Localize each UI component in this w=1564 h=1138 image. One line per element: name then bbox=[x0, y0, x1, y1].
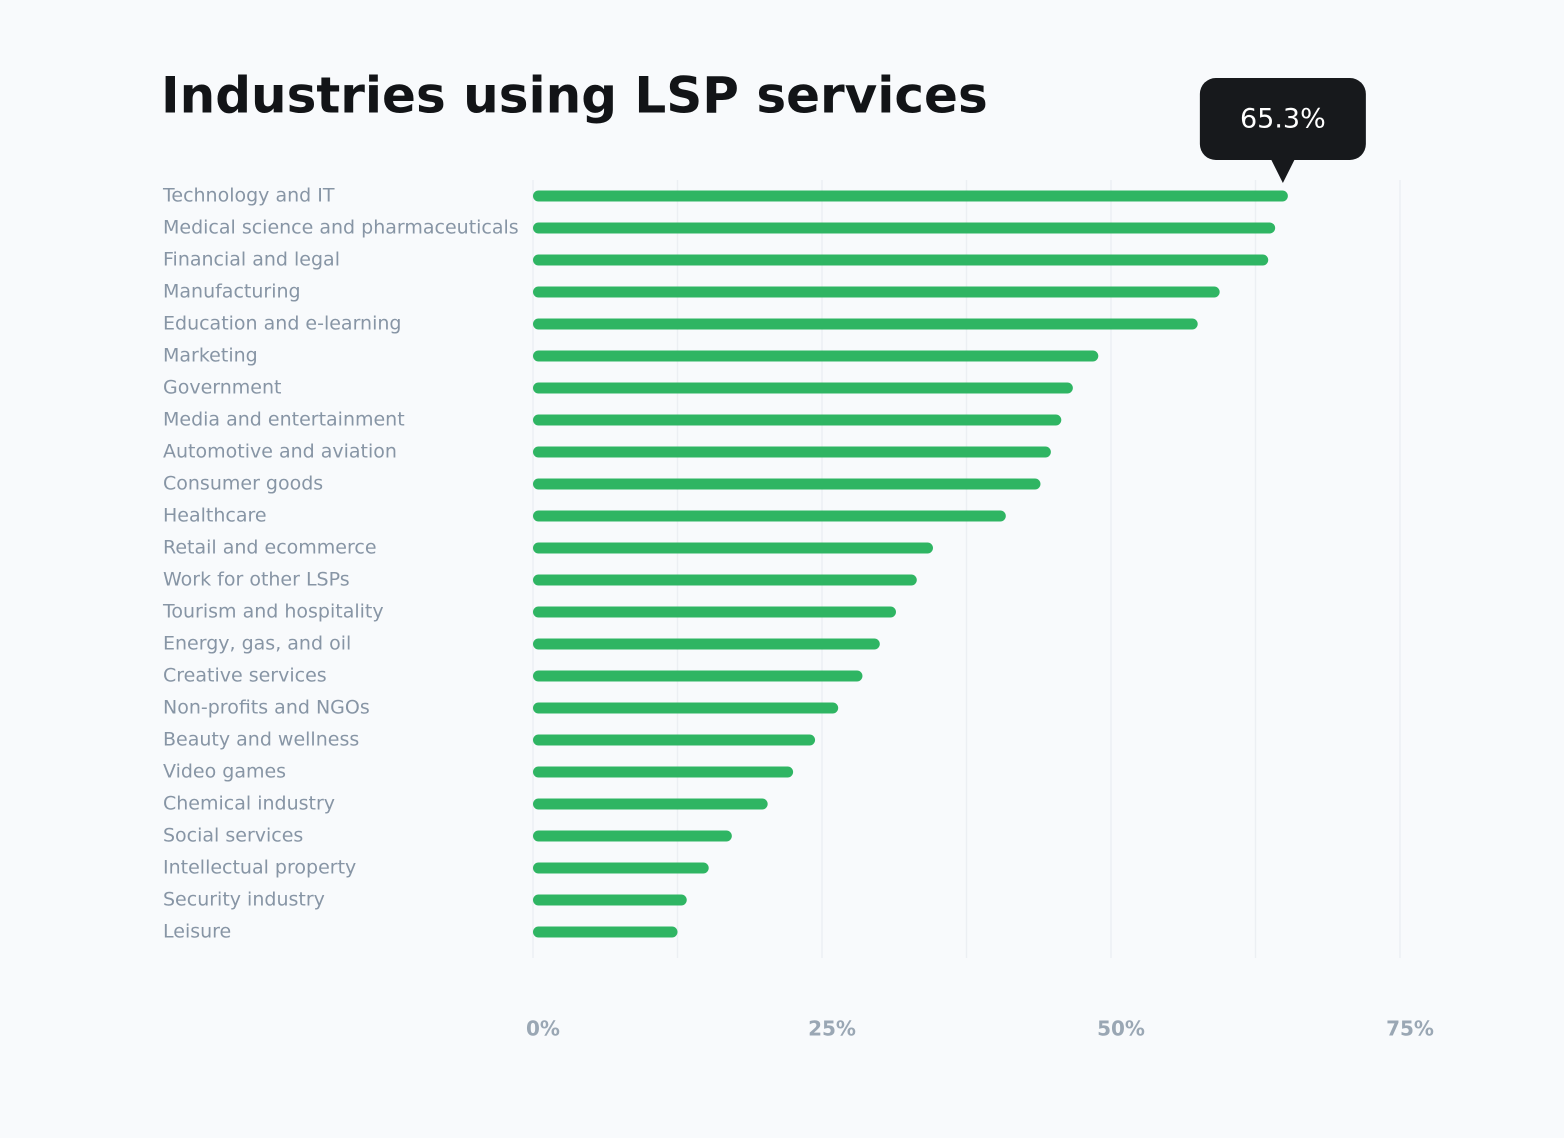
bar bbox=[533, 478, 1041, 490]
bar bbox=[533, 766, 794, 778]
bar bbox=[533, 414, 1062, 426]
bar bbox=[533, 222, 1276, 234]
category-label: Technology and IT bbox=[162, 185, 335, 207]
category-label: Automotive and aviation bbox=[163, 441, 397, 463]
x-tick-label: 75% bbox=[1386, 1017, 1434, 1041]
bar bbox=[533, 574, 917, 586]
bar bbox=[533, 446, 1051, 458]
category-label: Consumer goods bbox=[163, 473, 323, 495]
category-label: Social services bbox=[163, 825, 303, 847]
bar bbox=[533, 638, 880, 650]
category-label: Creative services bbox=[163, 665, 327, 687]
category-label: Intellectual property bbox=[163, 857, 356, 879]
category-label: Security industry bbox=[163, 889, 325, 911]
category-label: Retail and ecommerce bbox=[163, 537, 377, 559]
bar bbox=[533, 254, 1269, 266]
category-label: Financial and legal bbox=[163, 249, 340, 271]
category-label: Government bbox=[163, 377, 282, 399]
x-tick-label: 50% bbox=[1097, 1017, 1145, 1041]
tooltip-pointer bbox=[1270, 159, 1295, 183]
category-label: Non-profits and NGOs bbox=[163, 697, 370, 719]
bar bbox=[533, 894, 687, 906]
category-label: Leisure bbox=[163, 921, 231, 943]
category-label: Education and e-learning bbox=[163, 313, 401, 335]
bar bbox=[533, 286, 1220, 298]
chart-title: Industries using LSP services bbox=[161, 67, 988, 125]
category-label: Tourism and hospitality bbox=[162, 601, 384, 623]
bar bbox=[533, 542, 933, 554]
category-label: Work for other LSPs bbox=[163, 569, 350, 591]
bar bbox=[533, 510, 1006, 522]
category-label: Marketing bbox=[163, 345, 258, 367]
bar bbox=[533, 702, 839, 714]
bar bbox=[533, 318, 1198, 330]
category-label: Beauty and wellness bbox=[163, 729, 359, 751]
category-label: Energy, gas, and oil bbox=[163, 633, 351, 655]
bar bbox=[533, 862, 709, 874]
bar bbox=[533, 734, 816, 746]
x-tick-label: 25% bbox=[808, 1017, 856, 1041]
tooltip-label: 65.3% bbox=[1240, 104, 1326, 135]
bar bbox=[533, 606, 896, 618]
bar bbox=[533, 926, 678, 938]
tooltip-box bbox=[1199, 78, 1366, 160]
category-label: Manufacturing bbox=[163, 281, 301, 303]
category-label: Medical science and pharmaceuticals bbox=[163, 217, 519, 239]
category-label: Healthcare bbox=[163, 505, 267, 527]
bar bbox=[533, 382, 1073, 394]
category-label: Media and entertainment bbox=[163, 409, 405, 431]
bar bbox=[533, 190, 1288, 202]
bar bbox=[533, 798, 768, 810]
bar bbox=[533, 670, 863, 682]
bar bbox=[533, 350, 1099, 362]
tooltip: 65.3% bbox=[1199, 78, 1366, 183]
x-tick-label: 0% bbox=[526, 1017, 560, 1041]
bar bbox=[533, 830, 732, 842]
category-label: Video games bbox=[163, 761, 286, 783]
category-label: Chemical industry bbox=[163, 793, 335, 815]
